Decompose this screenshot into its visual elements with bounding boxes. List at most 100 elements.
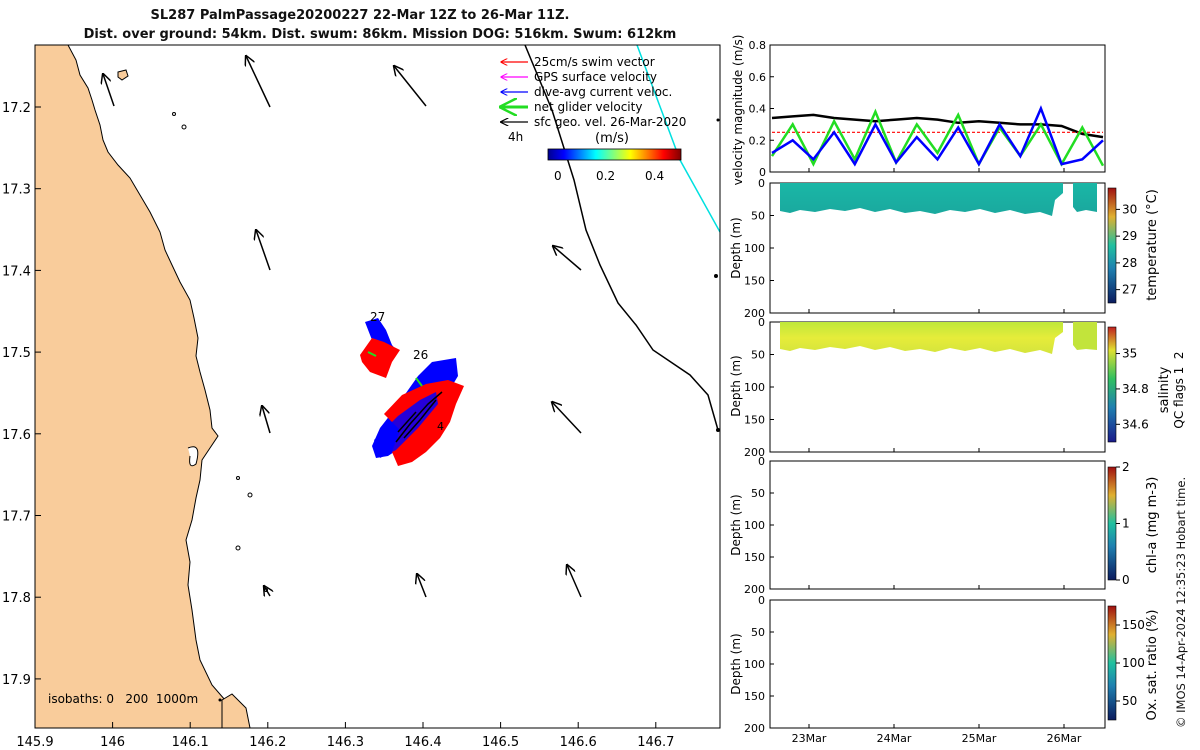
map-x-axis: 145.9 146 146.1 146.2 146.3 146.4 146.5 146.6 14… [16, 722, 674, 750]
time-tick-label: 24Mar [877, 732, 912, 745]
depth-ytick-label: 200 [744, 722, 765, 735]
depth-ytick-label: 150 [744, 414, 765, 427]
legend-note: 4h [508, 130, 523, 144]
map-xtick-label: 146.5 [482, 735, 519, 750]
cbar-tick-label: 29 [1122, 229, 1137, 243]
depth-ytick-label: 50 [751, 210, 765, 223]
ox-cbar-label: Ox. sat. ratio (%) [1145, 610, 1160, 721]
series-net-glider-velocity [770, 108, 1105, 167]
depth-ytick-label: 0 [758, 455, 765, 468]
sal-cbar-label: salinity [1157, 366, 1172, 413]
legend-sfc: sfc geo. vel. 26-Mar-2020 [534, 115, 686, 129]
ox-ylabel: Depth (m) [729, 633, 743, 694]
cbar-tick-label: 27 [1122, 283, 1137, 297]
map-ytick-label: 17.3 [2, 183, 31, 198]
map-ytick-label: 17.2 [2, 101, 31, 116]
map-xtick-label: 146.6 [560, 735, 597, 750]
series-dive-avg-current-veloc- [771, 105, 1104, 167]
depth-ytick-label: 0 [758, 177, 765, 190]
depth-ytick-label: 100 [744, 658, 765, 671]
chla-ylabel: Depth (m) [729, 494, 743, 555]
temp-cbar-label: temperature (°C) [1145, 189, 1160, 301]
sfc-geo-vectors [103, 56, 582, 598]
map-xtick-label: 146 [100, 735, 125, 750]
cbar-tick-label: 28 [1122, 256, 1137, 270]
time-tick-label: 25Mar [962, 732, 997, 745]
map-ytick-label: 17.7 [2, 510, 31, 525]
temperature-panel: 0 50 100 150 200 Depth (m) 27 28 29 30 temperat… [729, 177, 1160, 320]
salinity-panel: 0 50 100 150 200 Depth (m) 34.6 34.8 35 salini… [729, 316, 1186, 459]
cbar-tick-1: 0.2 [596, 169, 615, 183]
depth-ytick-label: 50 [751, 349, 765, 362]
cbar-tick-label: 0 [1122, 573, 1130, 587]
map-ytick-label: 17.4 [2, 264, 31, 279]
cbar-tick-0: 0 [554, 169, 562, 183]
legend-gps: GPS surface velocity [534, 70, 657, 84]
map-xtick-label: 146.4 [404, 735, 441, 750]
map-ytick-label: 17.5 [2, 346, 31, 361]
time-tick-label: 23Mar [792, 732, 827, 745]
chart-title: SL287 PalmPassage20200227 22-Mar 12Z to … [150, 8, 570, 23]
speed-colorbar [547, 148, 682, 161]
depth-ytick-label: 100 [744, 519, 765, 532]
cbar-tick-label: 30 [1122, 202, 1137, 216]
velocity-panel: 0 0.2 0.4 0.6 0.8 velocity magnitude (m/s) [731, 35, 1106, 186]
time-tick-label: 26Mar [1047, 732, 1082, 745]
isobath-caption: isobaths: 0 200 1000m [48, 692, 198, 706]
cbar-tick-label: 100 [1122, 656, 1145, 670]
map-y-axis: 17.2 17.3 17.4 17.5 17.6 17.7 17.8 17.9 [2, 101, 41, 688]
map-xtick-label: 146.1 [172, 735, 209, 750]
glider-track [360, 318, 464, 466]
map-ytick-label: 17.8 [2, 591, 31, 606]
depth-ytick-label: 100 [744, 381, 765, 394]
depth-ytick-label: 100 [744, 242, 765, 255]
map-xtick-label: 146.3 [327, 735, 364, 750]
qc-flags: QC flags 1 2 [1172, 351, 1186, 428]
map-xtick-label: 146.7 [637, 735, 674, 750]
time-axis: 23Mar 24Mar 25Mar 26Mar [792, 168, 1082, 745]
vel-ytick-label: 0.8 [749, 39, 767, 52]
depth-ytick-label: 0 [758, 594, 765, 607]
depth-ytick-label: 150 [744, 275, 765, 288]
legend-swim: 25cm/s swim vector [534, 55, 655, 69]
depth-ytick-label: 150 [744, 690, 765, 703]
footer-credit: © IMOS 14-Apr-2024 12:35:23 Hobart time. [1174, 476, 1188, 728]
chart-subtitle: Dist. over ground: 54km. Dist. swum: 86k… [83, 27, 677, 42]
velocity-ylabel: velocity magnitude (m/s) [731, 35, 745, 186]
coastline-land [35, 45, 251, 728]
vel-ytick-label: 0.4 [749, 103, 767, 116]
cbar-tick-2: 0.4 [645, 169, 664, 183]
depth-ytick-label: 200 [744, 307, 765, 320]
map-xtick-label: 146.2 [249, 735, 286, 750]
depth-ytick-label: 200 [744, 583, 765, 596]
cbar-tick-label: 35 [1122, 347, 1137, 361]
cbar-tick-label: 50 [1122, 694, 1137, 708]
cbar-tick-label: 1 [1122, 517, 1130, 531]
day-label-27: 27 [370, 310, 385, 324]
depth-ytick-label: 150 [744, 551, 765, 564]
vel-ytick-label: 0 [759, 166, 766, 179]
map-legend: 25cm/s swim vector GPS surface velocity … [501, 55, 686, 183]
sal-ylabel: Depth (m) [729, 355, 743, 416]
chla-panel: 0 50 100 150 200 Depth (m) 0 1 2 chl-a (mg m-3… [729, 455, 1160, 596]
map-xtick-label: 145.9 [16, 735, 53, 750]
cbar-tick-label: 34.6 [1122, 417, 1149, 431]
depth-ytick-label: 50 [751, 487, 765, 500]
colorbar-label: (m/s) [595, 131, 629, 146]
day-label-26: 26 [413, 348, 428, 362]
map-ytick-label: 17.6 [2, 428, 31, 443]
depth-ytick-label: 0 [758, 316, 765, 329]
temp-ylabel: Depth (m) [729, 217, 743, 278]
legend-current: dive-avg current veloc. [534, 85, 672, 99]
legend-net: net glider velocity [534, 100, 642, 114]
cbar-tick-label: 2 [1122, 460, 1130, 474]
depth-ytick-label: 50 [751, 626, 765, 639]
chla-cbar-label: chl-a (mg m-3) [1145, 477, 1160, 574]
vel-ytick-label: 0.2 [749, 134, 767, 147]
svg-text:4: 4 [437, 420, 444, 433]
oxygen-panel: 0 50 100 150 200 Depth (m) 50 100 150 Ox. sat.… [729, 594, 1160, 735]
map-panel: 27 26 4 [35, 45, 720, 728]
vel-ytick-label: 0.6 [749, 71, 767, 84]
depth-ytick-label: 200 [744, 446, 765, 459]
